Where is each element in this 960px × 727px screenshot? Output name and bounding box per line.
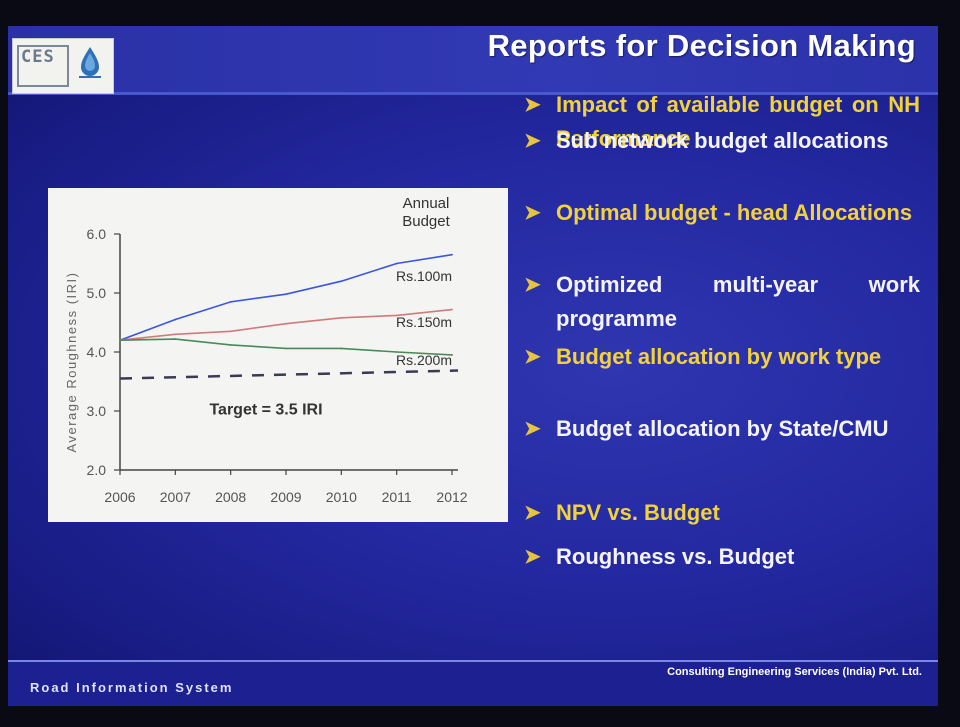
target-line	[119, 369, 459, 380]
bullet-text: Roughness vs. Budget	[556, 544, 795, 569]
footer-divider	[8, 660, 938, 662]
series-point	[395, 262, 398, 265]
y-tick-label: 2.0	[87, 462, 107, 478]
roughness-chart: 2.0 3.0 4.0 5.0 6.0 2006 2007 2008 2009 2010 2011 2…	[48, 188, 508, 522]
series-point	[285, 293, 287, 296]
series-point	[451, 308, 453, 311]
bullet-arrow-icon: ➤	[524, 202, 541, 224]
bullet-text: Impact of available budget on NH Perform…	[556, 92, 920, 151]
y-tick-label: 4.0	[87, 344, 107, 360]
title-divider	[8, 92, 938, 95]
series-point	[174, 338, 177, 340]
series-point	[340, 347, 343, 350]
bullet-text: Budget allocation by State/CMU	[556, 416, 889, 441]
bullet-item: ➤ Budget allocation by State/CMU	[520, 412, 920, 446]
series-point	[229, 330, 232, 333]
bullet-arrow-icon: ➤	[524, 274, 541, 296]
bullet-text: NPV vs. Budget	[556, 500, 720, 525]
series-point	[451, 354, 453, 356]
series-point	[340, 316, 343, 319]
bullet-item: ➤ Sub network budget allocations	[520, 124, 920, 158]
series-point	[174, 318, 177, 321]
y-tick-label: 6.0	[87, 226, 107, 242]
bullet-text: Optimal budget - head Allocations	[556, 200, 913, 225]
legend-title: Annual	[403, 195, 450, 212]
bullet-item: ➤ Impact of available budget on NH Perfor…	[520, 88, 920, 156]
bullet-arrow-icon: ➤	[524, 94, 541, 116]
x-tick-label: 2008	[215, 489, 246, 505]
footer-company-name: Consulting Engineering Services (India) …	[667, 666, 922, 678]
series-point	[285, 347, 287, 350]
bullet-text: Optimized multi-year work programme	[556, 272, 920, 331]
series-point	[340, 280, 343, 283]
legend-title: Budget	[402, 213, 450, 230]
bullet-text: Sub network budget allocations	[556, 128, 889, 153]
series-point	[174, 333, 177, 336]
logo-letters: CES	[17, 45, 69, 87]
series-point	[285, 322, 287, 325]
company-logo: CES	[12, 38, 114, 94]
series-point	[119, 339, 121, 342]
x-tick-label: 2010	[326, 489, 357, 505]
x-tick-label: 2009	[270, 489, 301, 505]
x-tick-label: 2006	[104, 489, 135, 505]
x-tick-label: 2011	[382, 489, 412, 505]
target-label: Target = 3.5 IRI	[209, 402, 322, 419]
series-point	[395, 351, 398, 353]
bullet-arrow-icon: ➤	[524, 546, 541, 568]
series-label: Rs.100m	[396, 268, 452, 284]
water-drop-icon	[79, 47, 101, 78]
footer-bar: Road Information System Consulting Engin…	[8, 660, 938, 706]
y-axis-label: Average Roughness (IRI)	[64, 272, 79, 453]
bullet-text: Budget allocation by work type	[556, 344, 882, 369]
footer-system-name: Road Information System	[30, 680, 234, 695]
series-point	[451, 253, 453, 256]
bullet-arrow-icon: ➤	[524, 502, 541, 524]
x-tick-label: 2007	[160, 489, 191, 505]
series-label: Rs.150m	[396, 314, 452, 330]
series-label: Rs.200m	[396, 352, 452, 368]
y-tick-label: 5.0	[87, 285, 107, 301]
bullet-arrow-icon: ➤	[524, 346, 541, 368]
bullet-item: ➤ NPV vs. Budget	[520, 496, 920, 530]
slide-title: Reports for Decision Making	[487, 28, 916, 63]
series-point	[229, 344, 232, 346]
bullet-item: ➤ Optimized multi-year work programme	[520, 268, 920, 336]
slide: CES Reports for Decision Making 2.0 3.0 4.…	[8, 26, 938, 706]
bullet-item: ➤ Budget allocation by work type	[520, 340, 920, 374]
series-point	[229, 300, 232, 303]
bullet-item: ➤ Roughness vs. Budget	[520, 540, 920, 574]
x-tick-label: 2012	[436, 489, 467, 505]
bullet-arrow-icon: ➤	[524, 418, 541, 440]
bullet-arrow-icon: ➤	[524, 130, 541, 152]
title-bar	[8, 26, 938, 94]
bullet-item: ➤ Optimal budget - head Allocations	[520, 196, 920, 230]
series-point	[395, 314, 398, 317]
chart-svg: 2.0 3.0 4.0 5.0 6.0 2006 2007 2008 2009 2010 2011 2…	[64, 195, 468, 505]
y-tick-label: 3.0	[87, 403, 107, 419]
